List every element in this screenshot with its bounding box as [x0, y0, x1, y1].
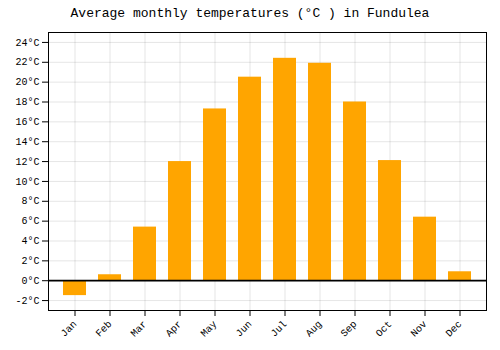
svg-text:Feb: Feb	[94, 319, 115, 340]
svg-text:8°C: 8°C	[21, 196, 39, 207]
svg-text:10°C: 10°C	[15, 177, 39, 188]
svg-text:Aug: Aug	[304, 319, 325, 340]
svg-text:Dec: Dec	[444, 319, 465, 340]
svg-text:Jul: Jul	[269, 319, 290, 340]
svg-text:6°C: 6°C	[21, 216, 39, 227]
html-text:Average monthly temperatures (: Average monthly temperatures (°C ) in Fu…	[70, 6, 430, 21]
svg-text:Jan: Jan	[59, 319, 80, 340]
svg-text:2°C: 2°C	[21, 256, 39, 267]
svg-text:4°C: 4°C	[21, 236, 39, 247]
svg-text:May: May	[199, 319, 220, 340]
svg-text:24°C: 24°C	[15, 38, 39, 49]
svg-text:Nov: Nov	[409, 319, 430, 340]
svg-text:Mar: Mar	[129, 319, 150, 340]
svg-text:Oct: Oct	[374, 319, 395, 340]
svg-text:20°C: 20°C	[15, 77, 39, 88]
svg-text:Sep: Sep	[339, 319, 360, 340]
svg-text:12°C: 12°C	[15, 157, 39, 168]
svg-text:22°C: 22°C	[15, 57, 39, 68]
svg-text:Jun: Jun	[234, 319, 255, 340]
svg-text:0°C: 0°C	[21, 276, 39, 287]
svg-text:-2°C: -2°C	[15, 296, 39, 307]
svg-text:Apr: Apr	[164, 319, 185, 340]
svg-text:14°C: 14°C	[15, 137, 39, 148]
svg-text:18°C: 18°C	[15, 97, 39, 108]
svg-text:16°C: 16°C	[15, 117, 39, 128]
